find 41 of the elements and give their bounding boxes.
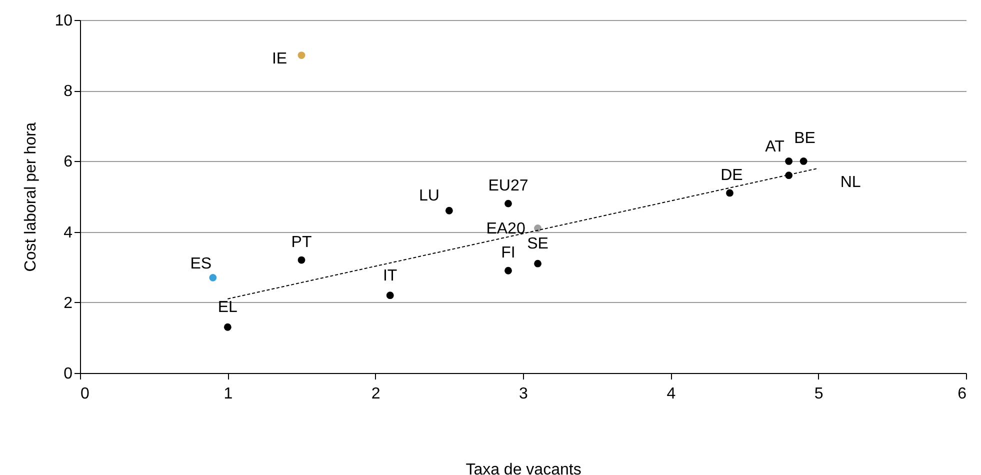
annotation: ES: [190, 256, 212, 273]
annotation: EU27: [488, 178, 528, 195]
annotation: DE: [720, 166, 743, 184]
y-tick-label: 10: [54, 12, 73, 30]
point: [298, 256, 306, 264]
x-tick-label: 6: [958, 386, 967, 402]
point: [209, 274, 217, 282]
y-axis-title: Cost laboral per hora: [22, 122, 40, 272]
annotation: LU: [418, 188, 440, 205]
point: [726, 189, 734, 197]
annotation: FI: [501, 244, 516, 262]
x-axis-title: Taxa de vacants: [466, 462, 582, 475]
point: [504, 266, 512, 274]
x-tick-label: 1: [224, 386, 233, 402]
y-tick-label: 8: [64, 83, 73, 100]
point: [785, 158, 793, 165]
point: [386, 292, 394, 300]
annotation: AT: [765, 138, 785, 156]
x-tick-label: 5: [814, 386, 824, 402]
annotation: PT: [291, 234, 312, 252]
point: [445, 206, 453, 214]
point: [504, 200, 512, 208]
x-tick-label: 4: [666, 386, 676, 402]
point: [534, 260, 542, 268]
point: [298, 52, 306, 59]
y-tick-label: 0: [64, 366, 73, 382]
y-tick-label: 4: [64, 224, 73, 242]
y-tick-label: 2: [64, 294, 73, 312]
point: [800, 158, 808, 165]
annotation: BE: [794, 130, 816, 148]
x-tick-label: 2: [371, 386, 380, 402]
annotation: IT: [382, 267, 398, 284]
point: [224, 323, 232, 331]
annotation: NL: [840, 174, 861, 192]
annotation: EL: [218, 299, 238, 316]
annotation: EA20: [486, 220, 526, 238]
annotation: SE: [527, 236, 548, 253]
x-tick-label: 3: [519, 386, 528, 402]
x-tick-label: 0: [80, 386, 90, 402]
annotation: IE: [272, 50, 288, 68]
y-tick-label: 6: [64, 154, 73, 171]
